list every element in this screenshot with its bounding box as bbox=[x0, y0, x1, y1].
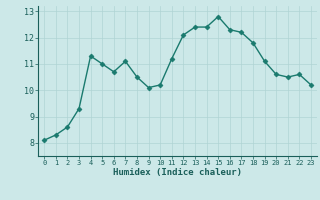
X-axis label: Humidex (Indice chaleur): Humidex (Indice chaleur) bbox=[113, 168, 242, 177]
